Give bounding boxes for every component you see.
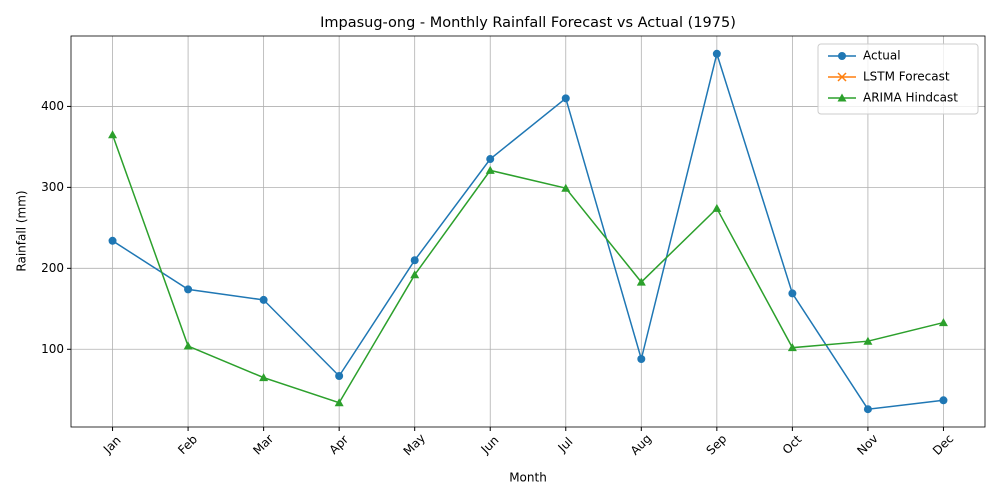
marker (184, 285, 193, 294)
marker (561, 183, 571, 192)
marker (712, 49, 721, 58)
x-tick-label: Nov (854, 431, 880, 457)
y-tick-label: 400 (41, 99, 64, 113)
marker (637, 355, 646, 363)
marker (863, 336, 873, 345)
marker (788, 289, 797, 298)
legend-label: LSTM Forecast (863, 70, 950, 84)
legend: Actual LSTM Forecast ARIMA Hindcast (817, 43, 979, 115)
marker (259, 295, 268, 304)
x-tick-label: Feb (175, 432, 200, 457)
marker (838, 52, 846, 60)
x-tick-label: Dec (930, 431, 956, 457)
marker (486, 155, 495, 164)
marker (410, 256, 419, 265)
y-tick-label: 200 (41, 261, 64, 275)
series-line (112, 51, 944, 410)
marker (938, 318, 948, 327)
marker (837, 93, 847, 102)
x-axis-label: Month (509, 471, 547, 485)
marker (335, 372, 344, 380)
marker (410, 270, 420, 279)
marker (334, 398, 344, 407)
marker (939, 396, 948, 405)
y-tick-label: 100 (41, 342, 64, 356)
plot-frame (70, 35, 986, 428)
marker (787, 343, 797, 352)
y-axis-label: Rainfall (mm) (15, 190, 29, 271)
x-tick-label: Jul (555, 435, 576, 456)
y-tick-label: 300 (41, 180, 64, 194)
x-tick-label: Jan (100, 433, 124, 457)
x-tick-label: Jun (478, 433, 502, 457)
x-tick-label: May (401, 431, 428, 458)
marker (108, 130, 118, 139)
chart-title: Impasug-ong - Monthly Rainfall Forecast … (320, 15, 736, 31)
marker (485, 165, 495, 174)
series-line (111, 134, 944, 404)
marker (561, 94, 570, 103)
marker (636, 277, 646, 286)
legend-label: ARIMA Hindcast (863, 91, 958, 105)
x-tick-label: Mar (250, 432, 276, 458)
legend-label: Actual (863, 49, 901, 63)
marker (108, 236, 117, 245)
x-tick-label: Sep (704, 432, 730, 458)
marker (259, 373, 269, 382)
x-tick-label: Aug (628, 431, 654, 457)
x-tick-label: Oct (780, 432, 805, 457)
marker (712, 203, 722, 212)
marker (183, 341, 193, 350)
x-tick-label: Apr (327, 432, 352, 457)
marker (863, 405, 872, 414)
marker (837, 72, 847, 82)
legend-box (817, 43, 979, 115)
